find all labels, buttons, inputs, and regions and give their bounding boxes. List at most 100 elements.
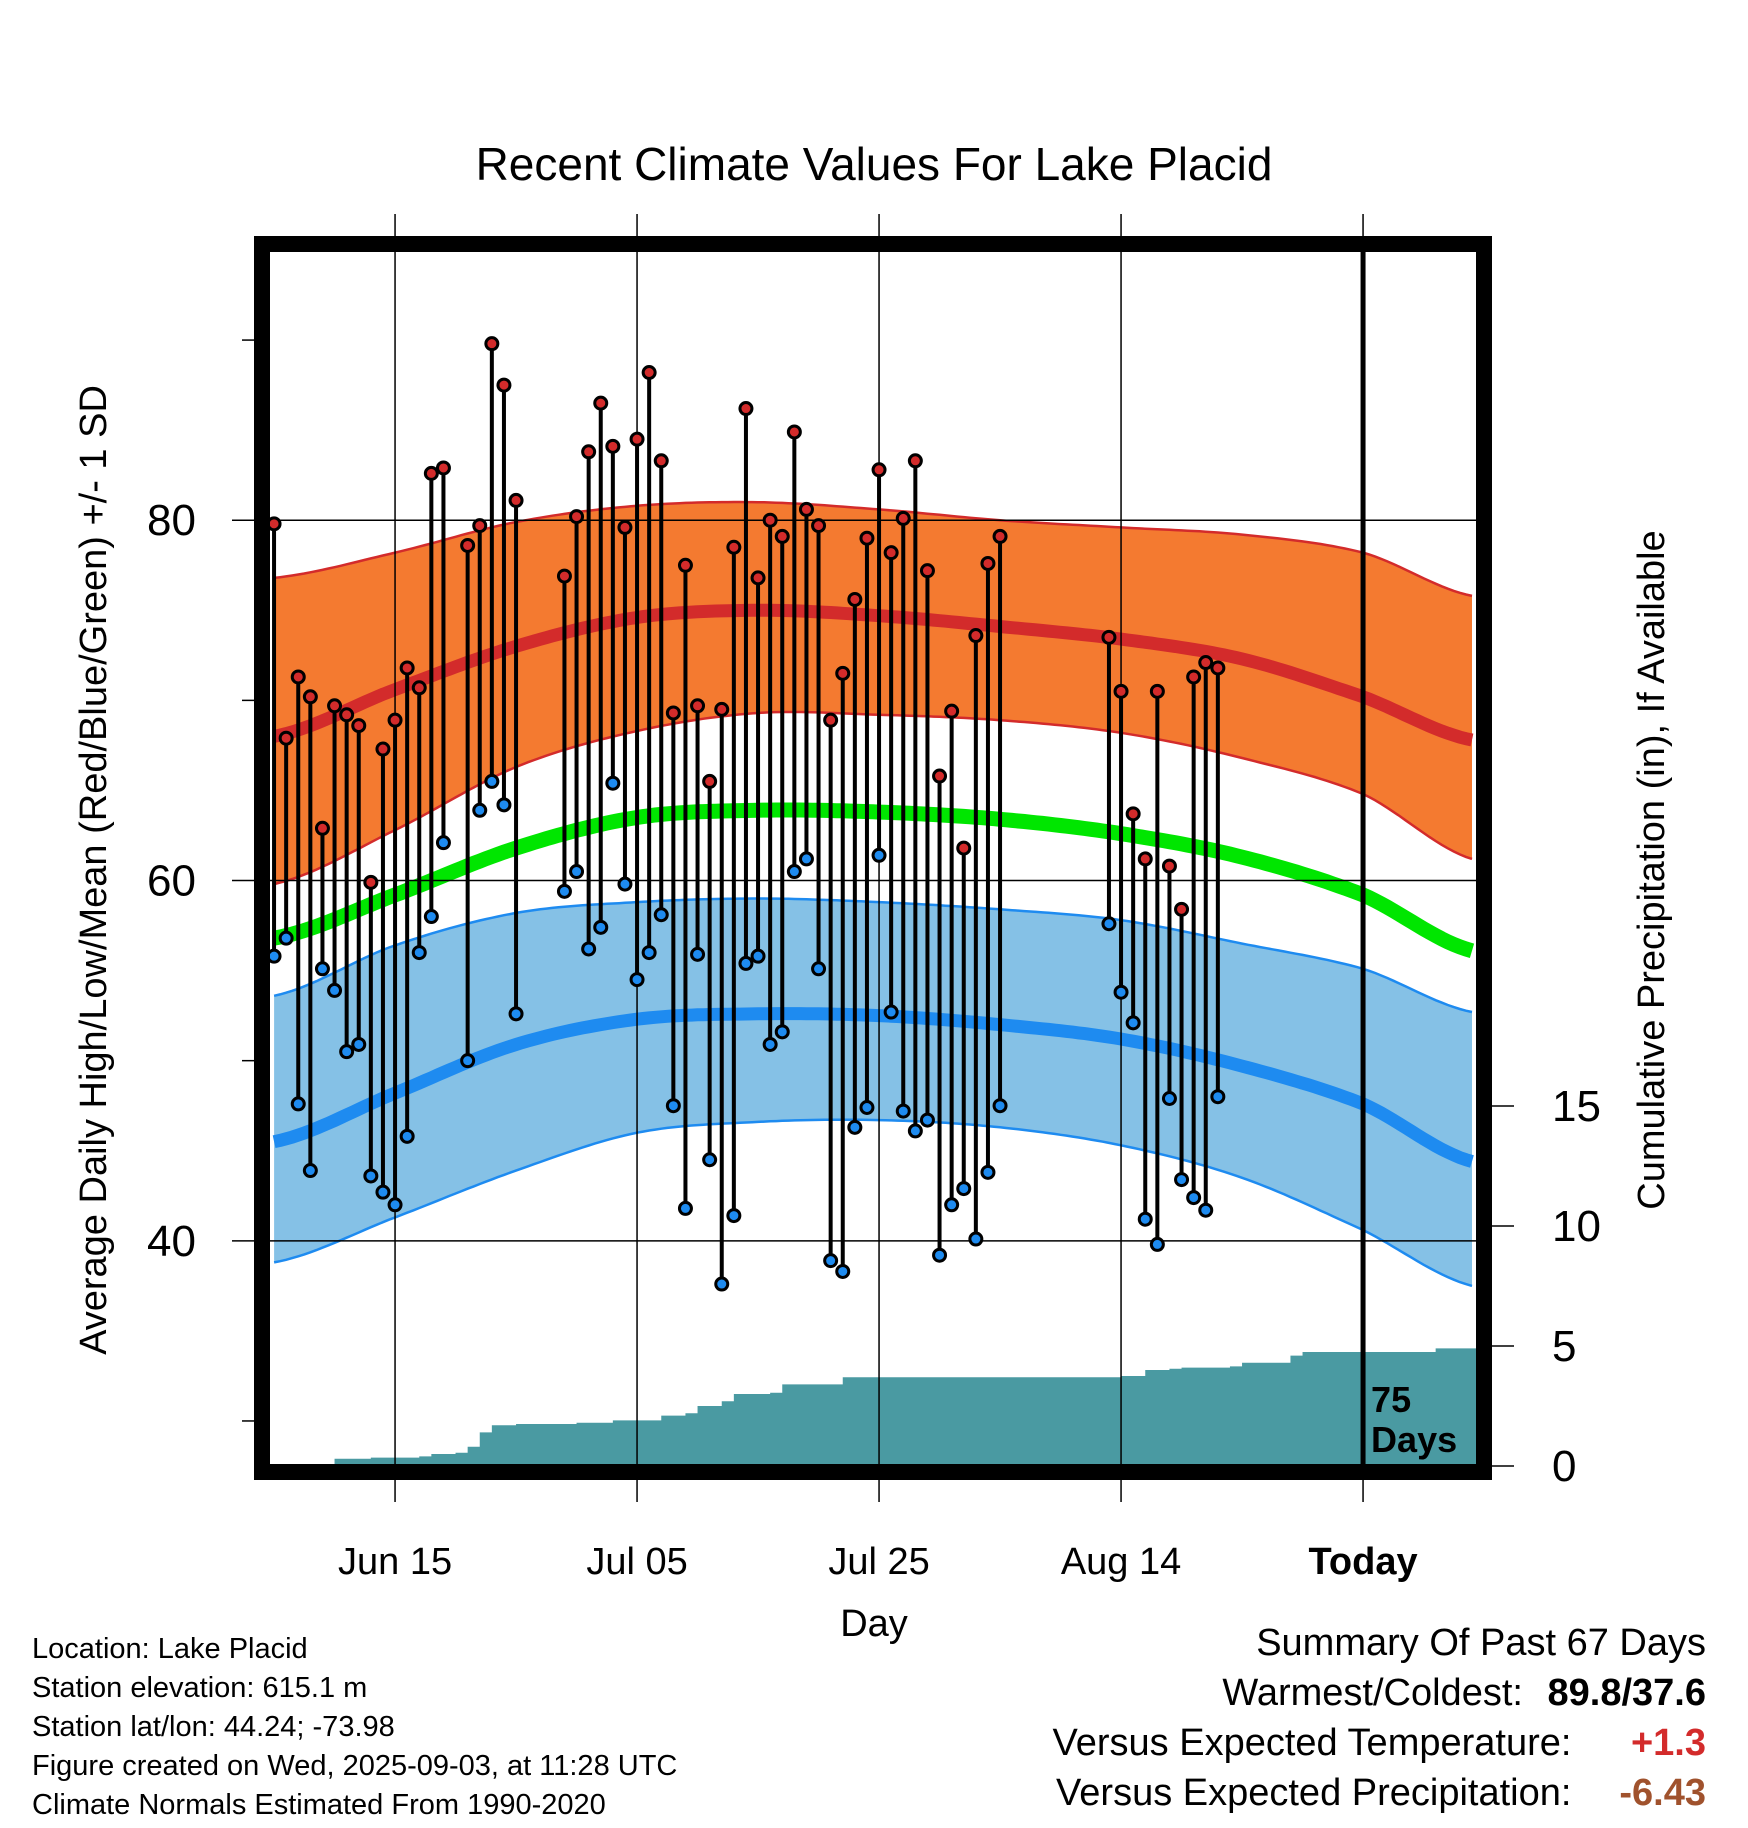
daily-low-point <box>883 1004 899 1020</box>
daily-high-point <box>726 539 742 555</box>
daily-high-point <box>605 438 621 454</box>
daily-low-point <box>956 1181 972 1197</box>
warm-cold-value: 89.8/37.6 <box>1547 1672 1706 1714</box>
daily-high-point <box>665 705 681 721</box>
daily-high-point <box>835 665 851 681</box>
summary-temp: Versus Expected Temperature: +1.3 <box>1053 1718 1706 1768</box>
daily-low-point <box>847 1119 863 1135</box>
daily-high-point <box>290 669 306 685</box>
summary-panel: Summary Of Past 67 Days Warmest/Coldest:… <box>1053 1618 1706 1818</box>
daily-low-point <box>1137 1211 1153 1227</box>
elevation-text: Station elevation: 615.1 m <box>32 1672 368 1704</box>
y2-tick-label: 10 <box>1552 1202 1601 1251</box>
normal-high-line <box>272 603 1474 747</box>
daily-high-point <box>581 444 597 460</box>
daily-high-point <box>1174 901 1190 917</box>
high-sd-band <box>274 502 1473 885</box>
daily-high-point <box>883 545 899 561</box>
daily-high-point <box>314 820 330 836</box>
daily-high-point <box>1198 655 1214 671</box>
daily-low-point <box>1149 1236 1165 1252</box>
daily-low-point <box>1113 984 1129 1000</box>
x-tick-label: Jul 05 <box>586 1541 687 1583</box>
days-unit-label: Days <box>1371 1419 1457 1460</box>
y2-tick-label: 5 <box>1552 1322 1576 1371</box>
daily-low-point <box>375 1184 391 1200</box>
daily-low-point <box>569 864 585 880</box>
daily-high-point <box>786 424 802 440</box>
daily-high-point <box>859 530 875 546</box>
daily-high-point <box>714 701 730 717</box>
daily-low-point <box>823 1253 839 1269</box>
daily-low-point <box>895 1103 911 1119</box>
high-lower-edge <box>273 710 1473 886</box>
plot-border <box>254 236 1492 1480</box>
daily-low-point <box>677 1200 693 1216</box>
x-tick-label: Today <box>1309 1541 1418 1583</box>
station-info: Location: Lake Placid Station elevation:… <box>32 1630 677 1825</box>
daily-low-point <box>1101 916 1117 932</box>
daily-high-point <box>484 336 500 352</box>
daily-high-point <box>871 462 887 478</box>
cumulative-precip-area <box>274 1348 1478 1466</box>
daily-high-point <box>351 718 367 734</box>
daily-low-point <box>423 909 439 925</box>
daily-high-point <box>823 712 839 728</box>
daily-low-point <box>314 961 330 977</box>
daily-high-point <box>460 537 476 553</box>
daily-high-point <box>569 509 585 525</box>
daily-low-point <box>714 1276 730 1292</box>
daily-high-point <box>944 703 960 719</box>
daily-low-point <box>508 1006 524 1022</box>
low-sd-band <box>274 898 1473 1286</box>
daily-high-point <box>508 492 524 508</box>
days-count-label: 75 <box>1371 1379 1411 1420</box>
daily-low-point <box>690 946 706 962</box>
daily-low-point <box>617 876 633 892</box>
daily-low-point <box>1174 1172 1190 1188</box>
daily-high-point <box>847 591 863 607</box>
daily-high-point <box>798 501 814 517</box>
daily-low-point <box>641 945 657 961</box>
high-upper-edge <box>273 500 1473 598</box>
daily-high-point <box>1113 683 1129 699</box>
y-tick-label: 80 <box>147 496 196 545</box>
daily-low-point <box>835 1263 851 1279</box>
daily-high-point <box>617 519 633 535</box>
daily-low-point <box>811 961 827 977</box>
latlon-text: Station lat/lon: 44.24; -73.98 <box>32 1711 395 1743</box>
daily-low-point <box>774 1024 790 1040</box>
daily-high-point <box>641 365 657 381</box>
created-text: Figure created on Wed, 2025-09-03, at 11… <box>32 1750 678 1782</box>
daily-low-point <box>556 883 572 899</box>
daily-high-point <box>472 518 488 534</box>
temp-label: Versus Expected Temperature: <box>1052 1722 1572 1764</box>
daily-high-point <box>1101 629 1117 645</box>
daily-low-point <box>762 1036 778 1052</box>
daily-low-point <box>750 948 766 964</box>
location-text: Location: Lake Placid <box>32 1633 308 1665</box>
daily-low-point <box>871 847 887 863</box>
daily-high-point <box>968 628 984 644</box>
x-tick-label: Aug 14 <box>1061 1541 1181 1583</box>
daily-low-point <box>472 802 488 818</box>
daily-high-point <box>956 840 972 856</box>
daily-low-point <box>726 1208 742 1224</box>
daily-high-point <box>302 689 318 705</box>
daily-high-point <box>980 555 996 571</box>
y2-tick-label: 15 <box>1552 1082 1601 1131</box>
daily-low-point <box>496 797 512 813</box>
daily-high-point <box>702 773 718 789</box>
y2-axis-label: Cumulative Precipitation (in), If Availa… <box>1631 530 1673 1209</box>
daily-high-point <box>1137 851 1153 867</box>
daily-low-point <box>798 851 814 867</box>
summary-warm-cold: Warmest/Coldest: 89.8/37.6 <box>1053 1668 1706 1718</box>
daily-high-point <box>1161 858 1177 874</box>
warm-cold-label: Warmest/Coldest: <box>1222 1672 1523 1714</box>
daily-high-point <box>411 680 427 696</box>
daily-high-point <box>496 377 512 393</box>
precipitation-area <box>274 1348 1478 1466</box>
precip-value: -6.43 <box>1619 1772 1706 1814</box>
daily-high-point <box>1149 683 1165 699</box>
